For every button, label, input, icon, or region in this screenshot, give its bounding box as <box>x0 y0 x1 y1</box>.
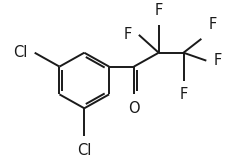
Text: F: F <box>154 3 163 18</box>
Text: F: F <box>213 53 221 68</box>
Text: F: F <box>124 27 132 42</box>
Text: Cl: Cl <box>13 45 28 60</box>
Text: F: F <box>179 87 188 102</box>
Text: Cl: Cl <box>77 143 92 158</box>
Text: O: O <box>128 101 140 116</box>
Text: F: F <box>208 17 217 32</box>
